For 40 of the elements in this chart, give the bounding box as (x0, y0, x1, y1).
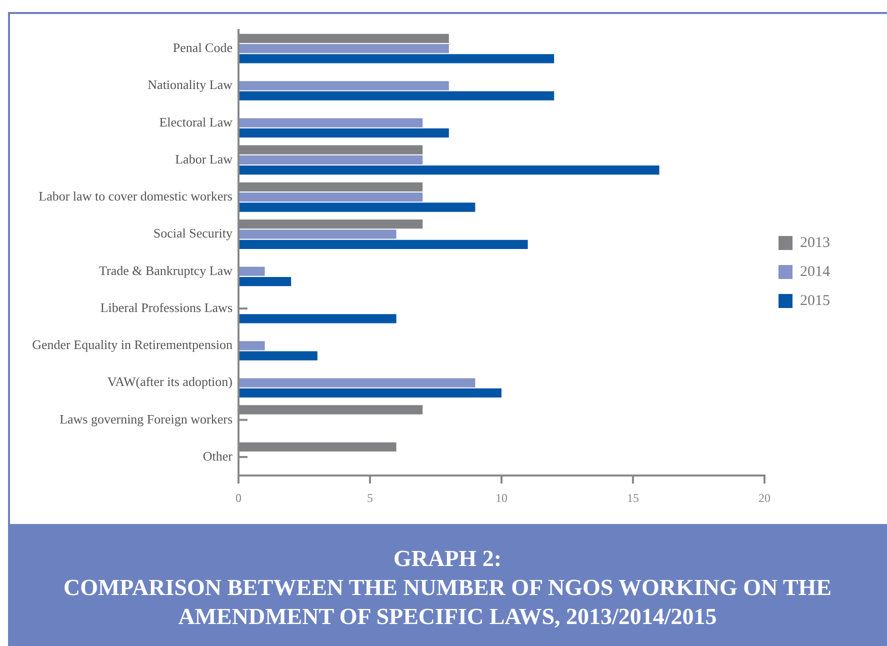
bar (240, 341, 265, 350)
y-tick-label: Liberal Professions Laws (100, 300, 232, 315)
bar (240, 128, 449, 138)
x-tick-label: 5 (367, 490, 373, 505)
y-tick-label: Social Security (153, 226, 233, 241)
bar (240, 118, 423, 128)
y-tick-label: Gender Equality in Retirementpension (32, 337, 233, 352)
bar (240, 230, 396, 239)
legend-label: 2014 (800, 264, 830, 280)
bar (240, 314, 396, 324)
x-tick-label: 10 (496, 490, 508, 505)
legend-label: 2013 (800, 234, 830, 251)
bar (240, 54, 554, 64)
y-tick-label: Laws governing Foreign workers (60, 411, 232, 426)
y-tick-label: Labor law to cover domestic workers (38, 188, 232, 204)
text: GRAPH 2: COMPARISON BETWEEN THE NUMBER OF NGOS WORKING ON THE AMENDMENT OF SPECIFIC LAWS, 2013/2014/2015 (8, 524, 887, 646)
x-tick-label: 20 (758, 490, 770, 505)
bar (240, 91, 554, 100)
y-tick-label: Penal Code (172, 40, 233, 55)
y-tick-label: VAW(after its adoption) (107, 374, 232, 390)
bar (240, 155, 423, 165)
y-tick-label: Other (202, 448, 234, 464)
bar (240, 44, 449, 54)
y-tick-label: Labor Law (175, 151, 234, 166)
bar (240, 81, 449, 90)
bar (240, 202, 476, 212)
bar (240, 166, 660, 175)
y-tick-label: Electoral Law (159, 114, 234, 130)
y-tick-label: Trade & Bankruptcy Law (99, 262, 234, 278)
bar (240, 240, 528, 249)
bar (240, 276, 292, 286)
bar (240, 351, 318, 360)
bar (240, 378, 476, 388)
bar (240, 266, 265, 276)
bar (240, 388, 502, 398)
bar (240, 192, 423, 202)
x-tick-label: 15 (627, 490, 639, 505)
y-tick-label: Nationality Law (148, 77, 234, 92)
x-tick-label: 0 (236, 490, 242, 505)
legend-label: 2015 (800, 292, 830, 309)
